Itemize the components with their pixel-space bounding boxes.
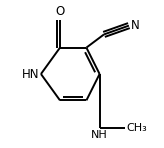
Text: N: N bbox=[130, 19, 139, 32]
Text: CH₃: CH₃ bbox=[126, 123, 147, 133]
Text: NH: NH bbox=[91, 130, 108, 140]
Text: O: O bbox=[55, 5, 65, 18]
Text: HN: HN bbox=[22, 67, 40, 81]
